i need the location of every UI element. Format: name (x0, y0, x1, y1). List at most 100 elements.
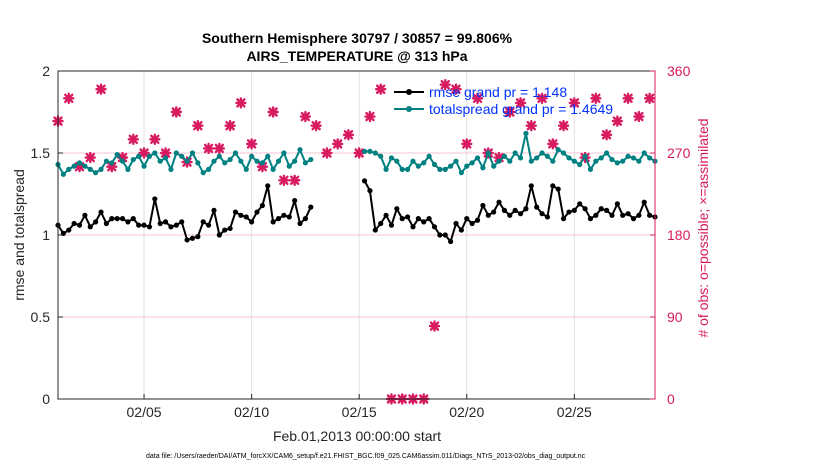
spread-point (534, 155, 540, 161)
rmse-point (426, 216, 432, 222)
spread-point (98, 166, 104, 172)
spread-point (136, 153, 142, 159)
rmse-point (297, 220, 303, 227)
spread-point (647, 155, 653, 161)
spread-point (130, 156, 136, 163)
rmse-point (378, 220, 384, 227)
rmse-point (195, 234, 201, 240)
rmse-point (222, 227, 228, 233)
rmse-point (582, 206, 588, 212)
spread-point (603, 150, 610, 156)
spread-point (383, 166, 389, 172)
spread-point (222, 160, 228, 166)
rmse-point (189, 235, 196, 241)
rmse-point (141, 222, 147, 228)
spread-point (550, 158, 556, 164)
rmse-point (238, 212, 244, 218)
spread-point (566, 155, 572, 161)
rmse-point (281, 212, 287, 218)
spread-point (415, 163, 421, 169)
obs-assimilated-marker (256, 160, 269, 173)
spread-point (114, 152, 120, 158)
rmse-point (227, 225, 233, 232)
spread-point (109, 160, 115, 166)
spread-point (458, 170, 464, 176)
spread-point (76, 160, 83, 166)
spread-point (609, 156, 615, 163)
rmse-point (249, 219, 255, 225)
rmse-point (152, 196, 158, 202)
obs-assimilated-marker (245, 138, 258, 150)
spread-point (308, 156, 314, 163)
rmse-point (512, 207, 518, 213)
obs-assimilated-marker (202, 142, 215, 155)
obs-assimilated-marker (450, 83, 462, 95)
obs-assimilated-marker (428, 320, 441, 332)
rmse-point (480, 202, 486, 209)
rmse-point (157, 220, 163, 227)
spread-point (146, 153, 153, 159)
rmse-point (87, 224, 93, 230)
spread-point (270, 166, 276, 172)
rmse-point (388, 222, 395, 228)
spread-point (560, 150, 567, 156)
rmse-point (179, 219, 185, 225)
rmse-point (431, 224, 438, 230)
spread-point (281, 150, 287, 156)
rmse-point (550, 183, 556, 189)
rmse-point (254, 209, 260, 215)
chart-title-line2: AIRS_TEMPERATURE @ 313 hPa (246, 48, 467, 64)
spread-point (93, 170, 99, 176)
rmse-point (437, 232, 443, 238)
spread-point (200, 170, 206, 176)
x-tick-label: 02/05 (127, 404, 162, 420)
spread-point (577, 161, 583, 168)
rmse-point (103, 220, 110, 227)
obs-assimilated-marker (73, 160, 86, 173)
rmse-point (517, 211, 524, 217)
spread-point (361, 148, 368, 154)
spread-point (539, 150, 545, 156)
rmse-point (372, 227, 378, 233)
y-right-tick-label: 90 (667, 309, 683, 325)
spread-point (292, 158, 298, 164)
rmse-point (410, 224, 416, 230)
rmse-point (507, 212, 513, 218)
rmse-point (173, 222, 179, 228)
rmse-point (491, 209, 497, 215)
spread-point (394, 158, 400, 164)
rmse-point (136, 222, 142, 228)
rmse-point (361, 178, 368, 184)
obs-assimilated-marker (600, 129, 613, 141)
legend-rmse-label: rmse grand pr = 1.148 (429, 84, 567, 100)
spread-point (71, 163, 77, 169)
rmse-point (593, 212, 599, 218)
obs-assimilated-marker (439, 78, 451, 91)
rmse-point (286, 214, 292, 220)
spread-point (286, 163, 292, 169)
spread-point (66, 166, 72, 172)
rmse-point (474, 217, 481, 223)
obs-assimilated-marker (224, 119, 236, 132)
spread-point (512, 150, 518, 156)
spread-point (227, 156, 233, 163)
rmse-point (259, 202, 265, 209)
y-axis-label-right: # of obs: o=possible; ×=assimilated (695, 118, 711, 337)
spread-point (582, 153, 588, 159)
obs-assimilated-marker (331, 138, 344, 150)
spread-point (571, 158, 577, 164)
rmse-point (453, 220, 459, 227)
spread-point (249, 153, 255, 159)
spread-point (243, 166, 249, 172)
spread-point (641, 150, 647, 156)
rmse-point (308, 204, 314, 210)
spread-point (275, 158, 282, 164)
spread-point (517, 155, 524, 161)
rmse-point (82, 212, 88, 218)
obs-assimilated-marker (149, 133, 161, 146)
rmse-point (458, 227, 464, 233)
spread-point (238, 158, 244, 164)
rmse-point (211, 207, 217, 213)
obs-assimilated-marker (375, 83, 387, 95)
